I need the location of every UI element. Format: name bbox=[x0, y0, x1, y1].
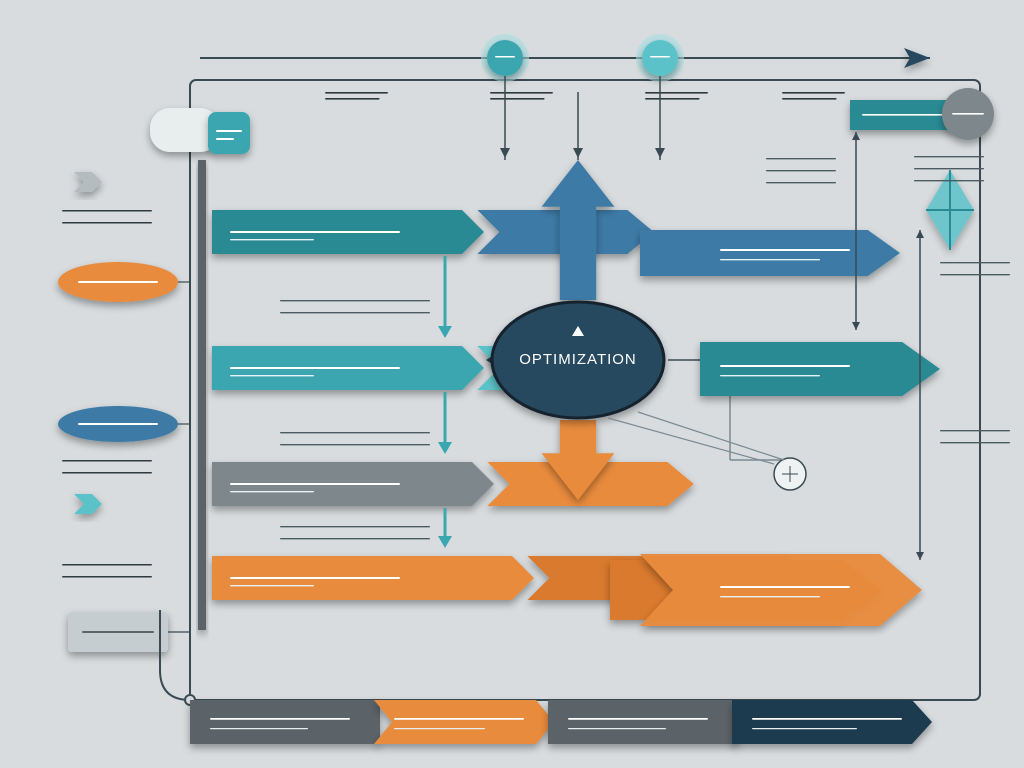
optimization-infographic: OPTIMIZATION bbox=[0, 0, 1024, 768]
diagram-canvas bbox=[0, 0, 1024, 768]
central-node-label: OPTIMIZATION bbox=[508, 351, 648, 368]
